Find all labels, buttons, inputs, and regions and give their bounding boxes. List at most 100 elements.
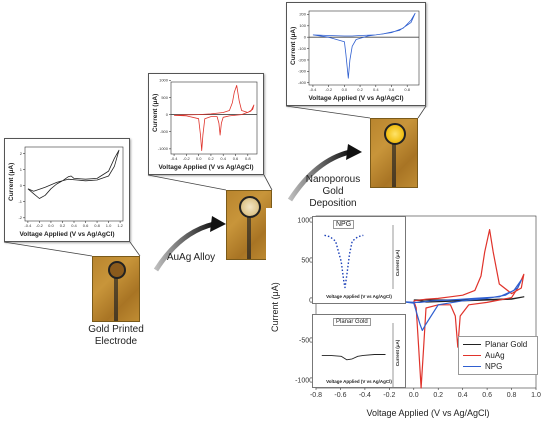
- main-ytick-label: 0: [309, 297, 313, 304]
- npg-cv-plot: -0.4 -0.2 0.0 0.2 0.4 0.6 0.8 200 100 0 -100 -200 -3…: [298, 10, 420, 92]
- auag_panel-xtick-label: 0.8: [245, 156, 251, 161]
- npg_panel-ytick-label: 0: [304, 35, 307, 40]
- auag_panel-xtick-label: 0.6: [233, 156, 239, 161]
- gold_panel-ytick-label: 2: [20, 151, 23, 156]
- inset-ylabel: Current (μA): [395, 249, 400, 276]
- inset-npg-xlabel: Voltage Applied (V vs Ag/AgCl): [326, 294, 392, 299]
- legend-swatch-auag: [463, 355, 481, 356]
- inset-npg-title: NPG: [333, 220, 355, 229]
- auag-cv-panel: -0.4 -0.2 0.0 0.2 0.4 0.6 0.8 1000 500 0 -500 -1000…: [148, 73, 264, 175]
- npg-line: [401, 279, 522, 332]
- auag_panel-ytick-label: 1000: [159, 78, 169, 83]
- auag-electrode-trace: [247, 211, 251, 259]
- auag_panel-ytick-label: -1000: [158, 146, 169, 151]
- main-xlabel: Voltage Applied (V vs Ag/AgCl): [366, 408, 490, 418]
- auag_panel-xtick-label: 0.0: [196, 156, 202, 161]
- auag-cv-xlabel: Voltage Applied (V vs Ag/AgCl): [158, 164, 254, 171]
- npg-cv-xlabel: Voltage Applied (V vs Ag/AgCl): [308, 95, 404, 102]
- auag_panel-line: [174, 84, 255, 151]
- gold_panel-xtick-label: 0.8: [94, 223, 100, 228]
- inset-planar-plot: Current (μA): [321, 323, 400, 387]
- main-ytick-label: 500: [301, 257, 313, 264]
- main-ytick-label: -500: [299, 337, 313, 344]
- auag_panel-xtick-label: 0.4: [220, 156, 226, 161]
- main-cv-plot: -0.8 -0.6 -0.4 -0.2 0.0 0.2 0.4 0.6 0.8 1.0 1000 50…: [295, 215, 541, 399]
- step-auag-alloy: AuAg Alloy: [166, 252, 216, 263]
- arrow-auag: [153, 221, 215, 272]
- gold_panel-xtick-label: 1.0: [106, 223, 112, 228]
- arrow-npg-head: [346, 144, 362, 160]
- auag_panel-xtick-label: -0.4: [171, 156, 179, 161]
- inset_npg-line: [324, 234, 364, 289]
- legend-item-planar-gold: Planar Gold: [463, 339, 533, 350]
- gold_panel-xtick-label: 0.0: [48, 223, 54, 228]
- npg-electrode-disk: [384, 123, 406, 145]
- npg-connector-right: [417, 105, 427, 119]
- step-gold-printed-electrode: Gold Printed Electrode: [88, 324, 144, 347]
- gold_panel-xtick-label: 0.6: [83, 223, 89, 228]
- npg_panel-ytick-label: 200: [299, 12, 306, 17]
- npg_panel-line: [312, 12, 416, 79]
- main-xtick-label: 0.8: [507, 392, 517, 399]
- gold_panel-xtick-label: 1.2: [117, 223, 123, 228]
- auag-electrode-chip: [226, 190, 272, 260]
- legend-label-planar-gold: Planar Gold: [485, 340, 528, 349]
- npg-cv-panel: -0.4 -0.2 0.0 0.2 0.4 0.6 0.8 200 100 0 -100 -200 -3…: [286, 2, 426, 106]
- gold-cv-plot: -0.4 -0.2 0.0 0.2 0.4 0.6 0.8 1.0 1.2 2 1 0 -1 -2: [18, 146, 124, 228]
- main-ytick-label: -1000: [295, 377, 313, 384]
- npg_panel-xtick-label: 0.6: [389, 87, 395, 92]
- npg_panel-ytick-label: -300: [298, 69, 307, 74]
- main-xtick-label: -0.2: [383, 392, 395, 399]
- legend-item-auag: AuAg: [463, 350, 533, 361]
- legend-swatch-npg: [463, 366, 481, 367]
- gold-connector-right: [129, 241, 141, 257]
- main-ytick-label: 1000: [297, 217, 313, 224]
- arrow-auag-head: [210, 216, 226, 232]
- gold_panel-xtick-label: -0.2: [36, 223, 44, 228]
- main-ylabel: Current (μA): [270, 282, 280, 332]
- main-cv-chart: -0.8 -0.6 -0.4 -0.2 0.0 0.2 0.4 0.6 0.8 1.0 1000 50…: [266, 208, 550, 423]
- legend-label-auag: AuAg: [485, 351, 505, 360]
- gold-cv-panel: -0.4 -0.2 0.0 0.2 0.4 0.6 0.8 1.0 1.2 2 1 0 -1 -2 Cur…: [4, 138, 130, 242]
- npg_panel-xtick-label: 0.0: [342, 87, 348, 92]
- inset-planar-title: Planar Gold: [333, 318, 371, 326]
- gold_panel-ytick-label: 0: [20, 183, 23, 188]
- gold-electrode-trace: [114, 273, 118, 321]
- main-xtick-label: -0.4: [359, 392, 371, 399]
- auag_panel-ytick-label: 0: [166, 112, 169, 117]
- main-xtick-label: 0.6: [482, 392, 492, 399]
- gold_panel-xtick-label: 0.4: [71, 223, 77, 228]
- gold_panel-ytick-label: -1: [18, 199, 22, 204]
- main-xtick-label: 1.0: [531, 392, 541, 399]
- npg_panel-ytick-label: -400: [298, 80, 307, 85]
- npg_panel-xtick-label: 0.8: [404, 87, 410, 92]
- gold-electrode-chip: [92, 256, 140, 322]
- npg_panel-xtick-label: -0.4: [309, 87, 317, 92]
- main-legend: Planar Gold AuAg NPG: [458, 336, 538, 375]
- npg_panel-xtick-label: -0.2: [325, 87, 333, 92]
- legend-item-npg: NPG: [463, 361, 533, 372]
- auag_panel-xtick-label: -0.2: [183, 156, 191, 161]
- arrow-npg: [287, 149, 351, 202]
- gold_panel-ytick-label: -2: [18, 215, 22, 220]
- main-xtick-label: -0.6: [334, 392, 346, 399]
- legend-label-npg: NPG: [485, 362, 503, 371]
- npg_panel-ytick-label: 100: [299, 23, 306, 28]
- inset-ylabel: Current (μA): [395, 339, 400, 366]
- inset-planar-xlabel: Voltage Applied (V vs Ag/AgCl): [326, 379, 392, 384]
- auag_panel-ytick-label: 500: [161, 95, 168, 100]
- npg-electrode-trace: [392, 137, 396, 187]
- auag_panel-xtick-label: 0.2: [208, 156, 214, 161]
- npg-connector-left: [285, 105, 371, 119]
- main-xtick-label: 0.2: [433, 392, 443, 399]
- gold-cv-xlabel: Voltage Applied (V vs Ag/AgCl): [19, 231, 115, 238]
- auag-electrode-disk: [239, 196, 261, 218]
- step-nanoporous-gold-deposition: Nanoporous Gold Deposition: [305, 174, 361, 209]
- npg_panel-xtick-label: 0.4: [373, 87, 379, 92]
- npg_panel-frame: [308, 10, 420, 86]
- inset_planar-line: [321, 354, 386, 361]
- inset-planar: Current (μA) Planar Gold Voltage Applied…: [312, 314, 406, 388]
- auag_panel-ytick-label: -500: [160, 129, 169, 134]
- npg_panel-xtick-label: 0.2: [357, 87, 363, 92]
